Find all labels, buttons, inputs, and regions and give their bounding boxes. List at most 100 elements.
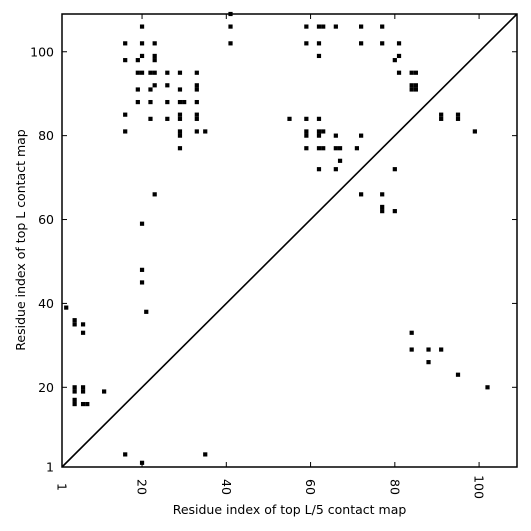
contact-point-upper — [194, 83, 199, 88]
contact-point-lower — [80, 385, 86, 390]
contact-point-lower — [85, 401, 90, 407]
contact-point-lower — [72, 322, 77, 327]
y-tick-label: 100 — [30, 44, 54, 59]
contact-point-upper — [304, 133, 309, 138]
contact-point-upper — [152, 83, 157, 88]
contact-point-upper — [337, 158, 343, 163]
contact-point-upper — [228, 24, 233, 29]
contact-point-upper — [413, 87, 418, 92]
y-axis: 1 20 40 60 80 100 — [30, 44, 517, 475]
y-tick-label: 20 — [38, 380, 54, 395]
contact-point-upper — [413, 70, 418, 75]
contact-point-upper — [304, 24, 309, 29]
contact-point-upper — [392, 58, 397, 63]
contact-point-lower — [72, 397, 77, 402]
diagonal-line — [61, 13, 518, 468]
contact-point-upper — [333, 133, 338, 138]
contact-point-lower — [139, 267, 145, 272]
contact-point-upper — [316, 41, 322, 46]
contact-point-upper — [316, 24, 322, 29]
contact-point-upper — [321, 24, 326, 29]
contact-point-upper — [148, 70, 153, 75]
contact-point-upper — [194, 129, 199, 134]
contact-point-upper — [182, 99, 187, 105]
contact-point-upper — [135, 99, 140, 105]
y-tick-label: 80 — [38, 128, 54, 143]
contact-point-upper — [123, 112, 128, 117]
contact-point-upper — [439, 116, 444, 121]
contact-markers — [64, 11, 490, 465]
contact-point-upper — [177, 70, 183, 75]
contact-point-upper — [194, 70, 199, 75]
contact-point-upper — [359, 24, 364, 29]
contact-point-upper — [177, 87, 183, 92]
x-tick-label: 20 — [135, 479, 150, 495]
contact-point-upper — [472, 129, 477, 134]
contact-point-lower — [409, 330, 414, 335]
contact-point-upper — [316, 167, 322, 172]
contact-point-upper — [304, 116, 309, 121]
contact-point-upper — [321, 146, 326, 151]
contact-point-upper — [396, 41, 402, 46]
contact-point-lower — [80, 389, 86, 394]
contact-point-upper — [165, 83, 170, 88]
contact-point-lower — [139, 280, 145, 285]
contact-point-lower — [80, 401, 86, 407]
contact-point-upper — [165, 116, 170, 121]
contact-point-upper — [148, 87, 153, 92]
x-tick-label: 40 — [219, 479, 234, 495]
y-tick-label: 1 — [46, 460, 54, 475]
contact-point-upper — [165, 70, 170, 75]
x-tick-label: 100 — [472, 475, 487, 499]
contact-point-upper — [135, 58, 140, 63]
contact-point-upper — [177, 133, 183, 138]
contact-point-upper — [287, 116, 292, 121]
contact-point-lower — [102, 389, 107, 394]
y-axis-label: Residue index of top L contact map — [13, 129, 28, 350]
contact-point-lower — [455, 372, 461, 377]
contact-point-upper — [177, 99, 183, 105]
contact-point-lower — [80, 322, 86, 327]
contact-point-upper — [380, 41, 385, 46]
contact-point-upper — [194, 99, 199, 105]
contact-point-upper — [455, 116, 461, 121]
contact-point-upper — [194, 112, 199, 117]
contact-point-upper — [392, 167, 397, 172]
contact-point-upper — [139, 70, 145, 75]
contact-point-upper — [396, 53, 402, 59]
contact-point-lower — [485, 385, 490, 390]
contact-point-upper — [409, 83, 414, 88]
contact-point-upper — [152, 53, 157, 59]
x-tick-label: 60 — [303, 479, 318, 495]
contact-point-upper — [152, 192, 157, 197]
contact-point-upper — [316, 146, 322, 151]
contact-point-upper — [139, 221, 145, 226]
x-tick-label: 80 — [387, 479, 402, 495]
contact-point-upper — [304, 146, 309, 151]
contact-point-upper — [333, 167, 338, 172]
contact-point-upper — [396, 70, 402, 75]
contact-point-lower — [80, 330, 86, 335]
contact-point-upper — [123, 129, 128, 134]
contact-point-upper — [152, 70, 157, 75]
x-axis: 1 20 40 60 80 100 — [55, 14, 487, 499]
x-tick-label: 1 — [55, 483, 70, 491]
contact-point-upper — [152, 58, 157, 63]
contact-point-upper — [139, 53, 145, 59]
contact-point-upper — [123, 58, 128, 63]
contact-point-lower — [426, 360, 431, 365]
contact-point-upper — [359, 133, 364, 138]
contact-point-lower — [72, 385, 77, 390]
contact-point-upper — [316, 129, 322, 134]
contact-point-upper — [455, 112, 461, 117]
x-axis-label: Residue index of top L/5 contact map — [173, 502, 407, 517]
y-tick-label: 40 — [38, 296, 54, 311]
contact-point-upper — [354, 146, 360, 151]
contact-point-upper — [337, 146, 343, 151]
contact-point-lower — [64, 305, 69, 310]
contact-point-upper — [304, 129, 309, 134]
contact-point-upper — [380, 209, 385, 214]
contact-point-upper — [148, 116, 153, 121]
contact-point-upper — [177, 116, 183, 121]
contact-point-upper — [194, 116, 199, 121]
